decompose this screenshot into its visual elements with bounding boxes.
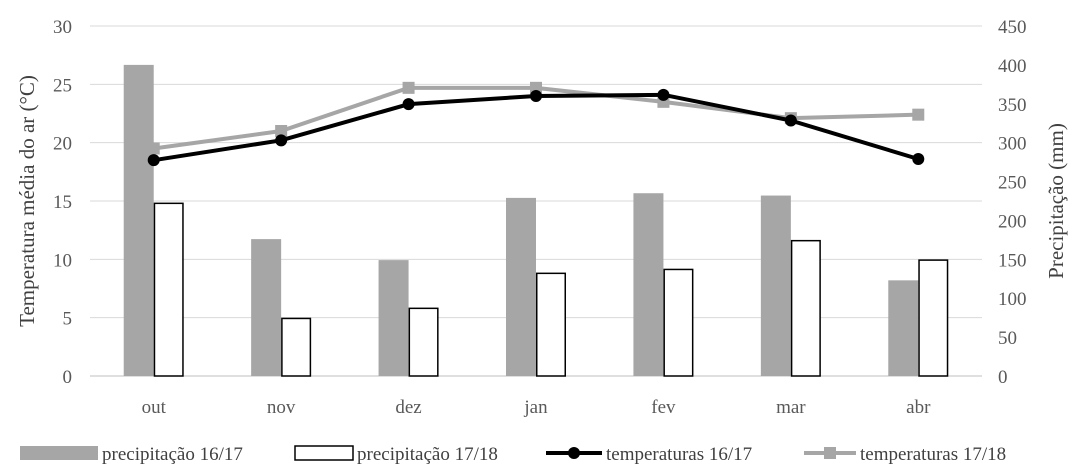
line-point: [402, 81, 415, 94]
y-right-tick-label: 400: [998, 56, 1027, 77]
line-point: [530, 90, 542, 102]
legend-label: precipitação 16/17: [102, 444, 243, 465]
bar: [760, 195, 791, 376]
bar: [536, 272, 566, 377]
bar: [378, 260, 409, 376]
x-tick-label: out: [142, 397, 167, 418]
line-point: [912, 108, 925, 121]
legend-label: precipitação 17/18: [357, 444, 498, 465]
y-left-tick-label: 15: [53, 192, 72, 213]
bar-marks: [123, 64, 949, 377]
legend-swatch: [294, 445, 354, 461]
bar: [790, 239, 821, 377]
bar: [633, 193, 664, 376]
legend-label: temperaturas 16/17: [606, 444, 752, 465]
bar: [123, 64, 154, 376]
bar: [888, 280, 919, 376]
y-axis-right-label: Precipitação (mm): [1044, 123, 1068, 279]
line-point: [784, 114, 797, 127]
bar: [663, 268, 694, 377]
y-right-tick-label: 0: [998, 367, 1008, 388]
line-series: [153, 92, 919, 163]
line-marks: [147, 81, 925, 167]
y-left-tick-label: 20: [53, 134, 72, 155]
x-tick-label: mar: [776, 397, 806, 418]
y-left-tick-label: 5: [63, 309, 73, 330]
y-right-tick-label: 50: [998, 328, 1017, 349]
line-point: [275, 134, 288, 147]
y-right-tick-label: 250: [998, 173, 1027, 194]
line-point: [912, 153, 925, 165]
bar: [153, 202, 184, 377]
bar: [408, 307, 439, 377]
bar: [251, 239, 282, 376]
x-tick-label: jan: [523, 397, 548, 418]
bar: [281, 317, 312, 377]
y-right-tick-label: 300: [998, 134, 1027, 155]
y-left-tick-label: 0: [63, 367, 73, 388]
bar: [506, 197, 536, 376]
legend: precipitação 16/17 precipitação 17/18 temp…: [20, 444, 1006, 465]
y-right-tick-label: 450: [998, 17, 1027, 38]
line-point: [147, 154, 160, 167]
x-tick-label: dez: [395, 397, 421, 418]
bar: [918, 259, 949, 377]
legend-swatch: [20, 446, 98, 460]
tick-labels: 051015202530050100150200250300350400450o…: [53, 17, 1027, 418]
y-left-tick-label: 25: [53, 75, 72, 96]
line-point: [657, 88, 670, 101]
line-point: [275, 125, 288, 137]
legend-swatch-marker: [568, 447, 580, 459]
legend-swatch-marker: [824, 447, 836, 459]
y-right-tick-label: 150: [998, 250, 1027, 271]
line-point: [147, 142, 160, 155]
x-tick-label: abr: [906, 397, 931, 418]
x-tick-label: fev: [651, 397, 676, 418]
legend-label: temperaturas 17/18: [860, 444, 1006, 465]
line-point: [402, 98, 415, 111]
y-axis-left-label: Temperatura média do ar (°C): [15, 75, 39, 327]
y-right-tick-label: 350: [998, 95, 1027, 116]
y-left-tick-label: 30: [53, 17, 72, 38]
x-tick-label: nov: [267, 397, 296, 418]
y-right-tick-label: 100: [998, 289, 1027, 310]
y-left-tick-label: 10: [53, 250, 72, 271]
y-right-tick-label: 200: [998, 211, 1027, 232]
